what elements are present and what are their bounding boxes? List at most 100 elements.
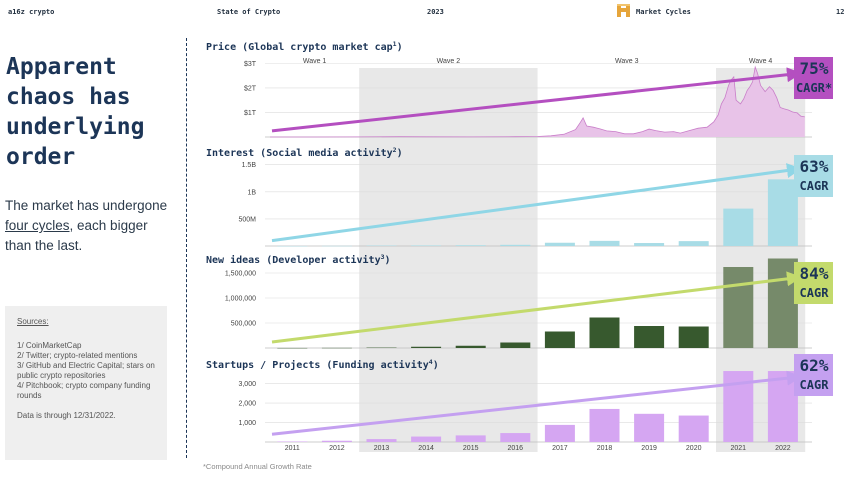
y-tick-label: 2,000 (238, 401, 256, 408)
bar-dev (767, 258, 798, 348)
sources-title: Sources: (17, 317, 49, 326)
bar-funding (634, 413, 665, 442)
sources-note: Data is through 12/31/2022. (17, 411, 116, 420)
bar-interest (767, 179, 798, 246)
headline: Apparent chaos has underlying order (6, 54, 145, 170)
bar-interest (411, 245, 442, 246)
trend-arrow-price (271, 67, 802, 133)
bar-dev (634, 326, 665, 348)
year-tick-label: 2018 (597, 445, 613, 452)
slide-header: a16z crypto State of Crypto 2023 Market … (0, 0, 857, 24)
cagr-value: 63% (800, 157, 829, 176)
y-tick-label: 1,500,000 (225, 271, 256, 278)
y-tick-label: 1,000 (238, 420, 256, 427)
cagr-label: CAGR (800, 286, 830, 300)
year-tick-label: 2013 (374, 445, 390, 452)
cagr-label: CAGR* (796, 81, 832, 95)
bar-funding (767, 371, 798, 442)
four-cycles-link: four cycles (5, 218, 70, 233)
panel-title-dev: New ideas (Developer activity3) (206, 253, 391, 266)
year-tick-label: 2012 (329, 445, 345, 452)
cagr-label: CAGR (800, 179, 830, 193)
wave-label: Wave 3 (615, 58, 639, 65)
bar-funding (366, 439, 397, 442)
wave-band-shade (359, 68, 538, 452)
bar-dev (544, 331, 575, 348)
trend-arrow-interest (271, 163, 802, 243)
year-tick-label: 2017 (552, 445, 568, 452)
panel-title-funding: Startups / Projects (Funding activity4) (206, 358, 439, 371)
cagr-value: 75% (800, 59, 829, 78)
bar-funding (678, 415, 709, 442)
section-label: Market Cycles (636, 8, 691, 16)
cagr-value: 84% (800, 264, 829, 283)
subtext-before: The market has undergone (5, 198, 168, 213)
report-year: 2023 (427, 8, 444, 16)
footnote-marker: 2 (393, 146, 397, 154)
sources-box: Sources: 1/ CoinMarketCap 2/ Twitter; cr… (5, 306, 167, 460)
year-tick-label: 2022 (775, 445, 791, 452)
y-tick-label: 500M (238, 216, 256, 223)
bar-interest (634, 243, 665, 246)
footnote-marker: 1 (393, 40, 397, 48)
footnote-marker: 3 (381, 253, 385, 261)
source-item: 1/ CoinMarketCap (17, 341, 82, 350)
bar-interest (544, 242, 575, 246)
brand-label: a16z crypto (8, 8, 55, 16)
a16z-logo-icon (617, 4, 630, 17)
wave-label: Wave 2 (437, 58, 461, 65)
source-item: 2/ Twitter; crypto-related mentions (17, 351, 138, 360)
wave-label: Wave 1 (303, 58, 327, 65)
year-tick-label: 2020 (686, 445, 702, 452)
title-close-paren: ) (433, 360, 439, 371)
bar-funding (500, 433, 531, 442)
y-tick-label: $2T (244, 85, 257, 92)
year-tick-label: 2014 (418, 445, 434, 452)
subtext-after: , each bigger than the last. (5, 218, 148, 253)
y-tick-label: $1T (244, 110, 257, 117)
title-close-paren: ) (397, 148, 403, 159)
cagr-footnote: *Compound Annual Growth Rate (203, 462, 312, 471)
year-tick-label: 2019 (641, 445, 657, 452)
y-tick-label: $3T (244, 61, 257, 68)
bar-interest (589, 240, 620, 246)
cagr-value: 62% (800, 356, 829, 375)
bar-interest (678, 241, 709, 246)
title-close-paren: ) (397, 42, 403, 53)
y-tick-label: 1B (247, 189, 256, 196)
bar-funding (411, 436, 442, 442)
market-cap-area (270, 67, 805, 137)
footnote-marker: 4 (429, 358, 433, 366)
source-item: 3/ GitHub and Electric Capital; stars on… (17, 361, 155, 380)
bar-dev (455, 345, 486, 348)
cagr-badge-funding (794, 354, 833, 396)
y-tick-label: 500,000 (231, 321, 256, 328)
bar-funding (589, 408, 620, 442)
cagr-label: CAGR (800, 378, 830, 392)
bar-dev (723, 267, 754, 348)
bar-funding (544, 424, 575, 442)
bar-interest (455, 245, 486, 246)
bar-dev (678, 326, 709, 348)
source-item: 4/ Pitchbook; crypto company funding rou… (17, 381, 151, 400)
y-tick-label: 1.5B (242, 162, 257, 169)
year-tick-label: 2021 (731, 445, 747, 452)
y-tick-label: 1,000,000 (225, 296, 256, 303)
y-tick-label: 3,000 (238, 381, 256, 388)
title-close-paren: ) (385, 255, 391, 266)
subtext: The market has undergone four cycles, ea… (5, 196, 175, 256)
panel-title-interest: Interest (Social media activity2) (206, 146, 403, 159)
year-tick-label: 2015 (463, 445, 479, 452)
year-tick-label: 2016 (508, 445, 524, 452)
cagr-badge-dev (794, 262, 833, 304)
bar-funding (455, 435, 486, 442)
panel-title-price: Price (Global crypto market cap1) (206, 40, 403, 53)
bar-interest (500, 244, 531, 246)
dashed-divider (186, 38, 187, 458)
bar-dev (411, 346, 442, 348)
market-cap-line (270, 65, 805, 138)
bar-interest (723, 208, 754, 246)
trend-arrow-dev (271, 271, 802, 344)
bar-funding (321, 440, 352, 442)
